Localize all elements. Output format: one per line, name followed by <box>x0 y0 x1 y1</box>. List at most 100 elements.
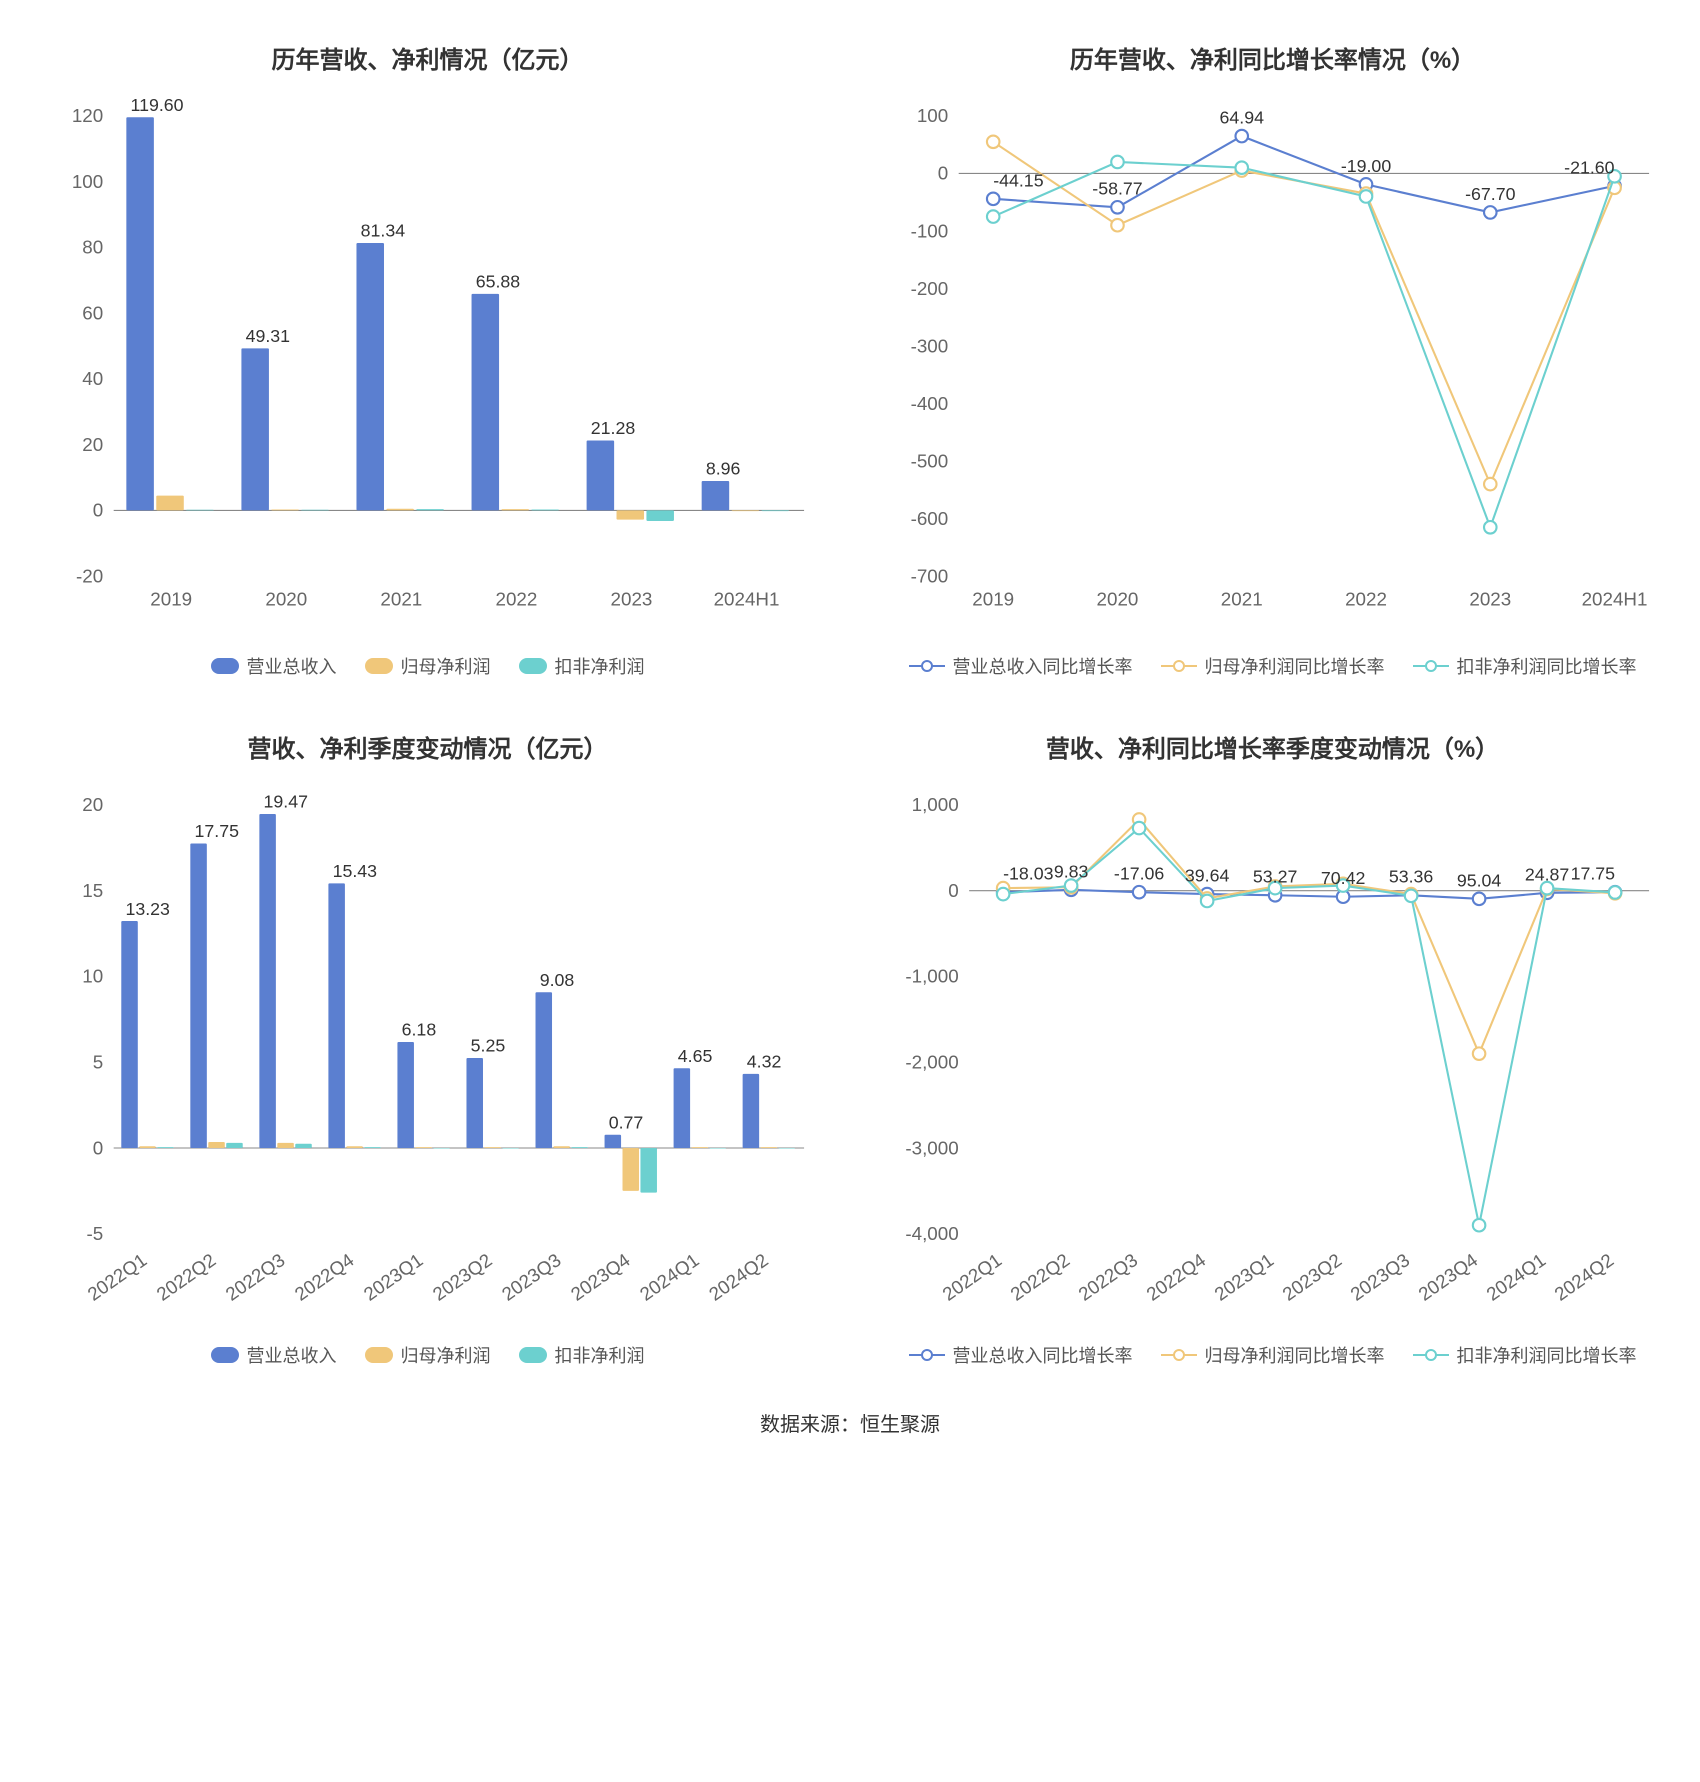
chart-title: 历年营收、净利同比增长率情况（%） <box>875 40 1670 75</box>
svg-text:-2,000: -2,000 <box>905 1051 958 1072</box>
legend-label: 营业总收入 <box>247 1342 337 1368</box>
legend-swatch <box>1161 659 1197 673</box>
svg-text:2020: 2020 <box>1097 588 1139 609</box>
svg-text:-500: -500 <box>911 450 949 471</box>
legend-label: 扣非净利润 <box>555 653 645 679</box>
svg-text:0: 0 <box>93 1137 103 1158</box>
legend-item: 营业总收入同比增长率 <box>909 653 1133 679</box>
svg-text:-18.03: -18.03 <box>1003 864 1053 884</box>
svg-text:119.60: 119.60 <box>131 95 184 115</box>
svg-text:2024H1: 2024H1 <box>714 588 780 609</box>
svg-text:-300: -300 <box>911 335 949 356</box>
legend-item: 归母净利润同比增长率 <box>1161 1342 1385 1368</box>
svg-text:8.96: 8.96 <box>706 459 741 479</box>
chart-title: 营收、净利同比增长率季度变动情况（%） <box>875 729 1670 764</box>
chart-quarterly-revenue: 营收、净利季度变动情况（亿元） -50510152013.2317.7519.4… <box>30 719 825 1368</box>
svg-text:2023Q4: 2023Q4 <box>1414 1249 1481 1305</box>
svg-text:-400: -400 <box>911 393 949 414</box>
svg-text:15: 15 <box>82 880 103 901</box>
data-source-note: 数据来源：恒生聚源 <box>30 1408 1670 1437</box>
svg-text:2021: 2021 <box>1221 588 1263 609</box>
svg-text:2022Q3: 2022Q3 <box>222 1249 289 1305</box>
svg-text:2020: 2020 <box>265 588 307 609</box>
legend-label: 营业总收入 <box>247 653 337 679</box>
chart-body: -700-600-500-400-300-200-1000100-44.15-5… <box>875 95 1670 639</box>
legend-label: 归母净利润同比增长率 <box>1205 653 1385 679</box>
svg-text:6.18: 6.18 <box>402 1020 437 1040</box>
legend-label: 归母净利润 <box>401 1342 491 1368</box>
svg-text:17.75: 17.75 <box>195 821 240 841</box>
svg-text:-100: -100 <box>911 220 949 241</box>
svg-text:0: 0 <box>948 880 958 901</box>
svg-text:2019: 2019 <box>972 588 1014 609</box>
legend-label: 归母净利润 <box>401 653 491 679</box>
legend-swatch <box>519 1347 547 1363</box>
svg-text:5: 5 <box>93 1051 103 1072</box>
legend-item: 扣非净利润 <box>519 1342 645 1368</box>
chart-body: -20020406080100120119.6049.3181.3465.882… <box>30 95 825 639</box>
legend: 营业总收入 归母净利润 扣非净利润 <box>30 653 825 679</box>
legend-label: 扣非净利润同比增长率 <box>1457 653 1637 679</box>
legend-item: 归母净利润 <box>365 1342 491 1368</box>
legend-swatch <box>365 658 393 674</box>
svg-text:2023Q2: 2023Q2 <box>429 1249 496 1305</box>
svg-text:2023Q1: 2023Q1 <box>360 1249 427 1305</box>
svg-text:0: 0 <box>93 500 103 521</box>
svg-text:2023Q3: 2023Q3 <box>1347 1249 1414 1305</box>
svg-text:4.32: 4.32 <box>747 1052 782 1072</box>
svg-text:2022Q3: 2022Q3 <box>1075 1249 1142 1305</box>
svg-text:100: 100 <box>917 105 948 126</box>
svg-text:2024Q1: 2024Q1 <box>636 1249 703 1305</box>
svg-text:53.27: 53.27 <box>1253 867 1297 887</box>
svg-text:40: 40 <box>82 368 103 389</box>
legend-item: 营业总收入 <box>211 1342 337 1368</box>
svg-text:-600: -600 <box>911 508 949 529</box>
svg-text:120: 120 <box>72 105 103 126</box>
legend-label: 扣非净利润 <box>555 1342 645 1368</box>
svg-text:-67.70: -67.70 <box>1465 184 1515 204</box>
svg-text:49.31: 49.31 <box>246 326 291 346</box>
legend-swatch <box>1413 659 1449 673</box>
svg-text:81.34: 81.34 <box>361 221 406 241</box>
svg-text:-4,000: -4,000 <box>905 1223 958 1244</box>
svg-text:9.83: 9.83 <box>1054 861 1089 881</box>
legend-item: 扣非净利润同比增长率 <box>1413 653 1637 679</box>
svg-text:-200: -200 <box>911 278 949 299</box>
svg-text:19.47: 19.47 <box>264 792 308 812</box>
chart-quarterly-growth: 营收、净利同比增长率季度变动情况（%） -4,000-3,000-2,000-1… <box>875 719 1670 1368</box>
svg-text:-1,000: -1,000 <box>905 966 958 987</box>
svg-text:2023: 2023 <box>611 588 653 609</box>
svg-text:2024Q1: 2024Q1 <box>1482 1249 1549 1305</box>
svg-text:80: 80 <box>82 237 103 258</box>
legend-swatch <box>211 658 239 674</box>
legend-swatch <box>519 658 547 674</box>
svg-text:2021: 2021 <box>380 588 422 609</box>
svg-text:0.77: 0.77 <box>609 1112 644 1132</box>
svg-text:21.28: 21.28 <box>591 418 636 438</box>
legend-label: 归母净利润同比增长率 <box>1205 1342 1385 1368</box>
legend-item: 扣非净利润同比增长率 <box>1413 1342 1637 1368</box>
svg-text:70.42: 70.42 <box>1321 868 1365 888</box>
svg-text:2019: 2019 <box>150 588 192 609</box>
legend-swatch <box>1413 1348 1449 1362</box>
legend-label: 营业总收入同比增长率 <box>953 653 1133 679</box>
svg-text:2023Q4: 2023Q4 <box>567 1249 634 1305</box>
svg-text:53.36: 53.36 <box>1389 867 1434 887</box>
svg-text:2024Q2: 2024Q2 <box>1550 1249 1617 1305</box>
svg-text:60: 60 <box>82 302 103 323</box>
svg-text:5.25: 5.25 <box>471 1036 506 1056</box>
svg-text:20: 20 <box>82 434 103 455</box>
legend-swatch <box>1161 1348 1197 1362</box>
legend: 营业总收入同比增长率 归母净利润同比增长率 扣非净利润同比增长率 <box>875 653 1670 679</box>
svg-text:-19.00: -19.00 <box>1341 156 1391 176</box>
svg-text:-17.06: -17.06 <box>1114 864 1164 884</box>
legend-item: 归母净利润 <box>365 653 491 679</box>
svg-text:-700: -700 <box>911 565 949 586</box>
legend-item: 扣非净利润 <box>519 653 645 679</box>
svg-text:2024Q2: 2024Q2 <box>705 1249 772 1305</box>
svg-text:9.08: 9.08 <box>540 970 575 990</box>
svg-text:-20: -20 <box>76 565 103 586</box>
legend-label: 营业总收入同比增长率 <box>953 1342 1133 1368</box>
svg-text:-5: -5 <box>86 1223 103 1244</box>
svg-text:17.75: 17.75 <box>1571 864 1616 884</box>
